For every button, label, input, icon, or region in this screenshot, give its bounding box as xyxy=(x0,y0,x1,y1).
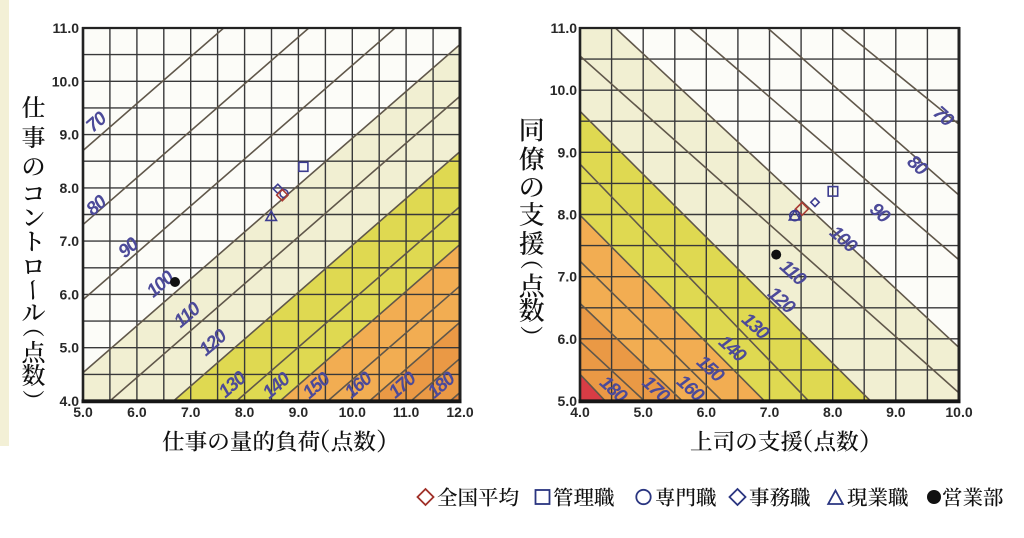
svg-text:8.0: 8.0 xyxy=(558,207,578,223)
svg-text:8.0: 8.0 xyxy=(823,404,843,420)
svg-text:5.0: 5.0 xyxy=(73,404,93,420)
svg-text:7.0: 7.0 xyxy=(760,404,780,420)
svg-text:11.0: 11.0 xyxy=(393,404,420,420)
svg-text:4.0: 4.0 xyxy=(570,404,590,420)
svg-text:11.0: 11.0 xyxy=(551,20,578,36)
svg-text:11.0: 11.0 xyxy=(53,20,80,36)
svg-text:10.0: 10.0 xyxy=(339,404,366,420)
svg-text:12.0: 12.0 xyxy=(446,404,473,420)
svg-text:9.0: 9.0 xyxy=(558,144,578,160)
svg-text:8.0: 8.0 xyxy=(60,180,80,196)
svg-text:10.0: 10.0 xyxy=(52,73,79,89)
svg-text:7.0: 7.0 xyxy=(60,233,80,249)
svg-text:7.0: 7.0 xyxy=(558,269,578,285)
svg-text:5.0: 5.0 xyxy=(60,340,80,356)
svg-text:4.0: 4.0 xyxy=(60,393,80,409)
svg-text:9.0: 9.0 xyxy=(289,404,309,420)
svg-text:6.0: 6.0 xyxy=(558,331,578,347)
svg-text:9.0: 9.0 xyxy=(60,127,80,143)
svg-text:9.0: 9.0 xyxy=(886,404,906,420)
svg-text:7.0: 7.0 xyxy=(181,404,201,420)
svg-text:6.0: 6.0 xyxy=(127,404,147,420)
svg-text:5.0: 5.0 xyxy=(558,393,578,409)
svg-text:10.0: 10.0 xyxy=(945,404,972,420)
svg-text:10.0: 10.0 xyxy=(550,82,577,98)
svg-text:6.0: 6.0 xyxy=(60,286,80,302)
svg-text:5.0: 5.0 xyxy=(633,404,653,420)
svg-text:8.0: 8.0 xyxy=(235,404,255,420)
svg-text:6.0: 6.0 xyxy=(697,404,717,420)
